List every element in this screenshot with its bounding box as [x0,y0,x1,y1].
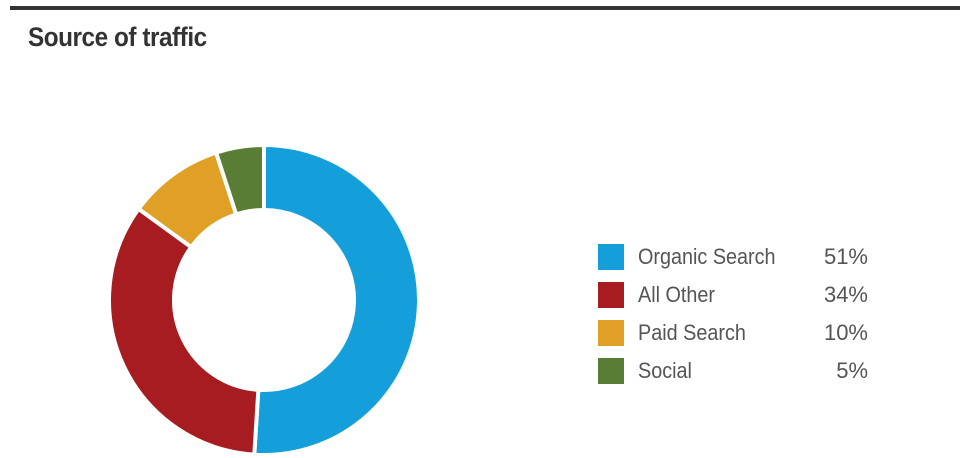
slice-organic-search [252,142,421,457]
legend-value: 51% [823,244,868,269]
legend-swatch [598,358,624,384]
legend-swatch [598,244,624,270]
legend-item: Social 5% [598,352,868,390]
top-rule [10,6,960,10]
chart-title: Source of traffic [28,22,207,52]
legend-swatch [598,282,624,308]
legend-value: 34% [823,282,868,307]
legend-item: Paid Search 10% [598,314,868,352]
slice-social [213,142,266,217]
legend: Organic Search 51% All Other 34% Paid Se… [598,238,868,390]
legend-value: 10% [823,320,868,345]
legend-item: All Other 34% [598,276,868,314]
legend-swatch [598,320,624,346]
legend-item: Organic Search 51% [598,238,868,276]
legend-label: All Other [638,282,716,307]
slice-all-other [107,206,261,457]
legend-label: Social [638,358,692,383]
legend-label: Paid Search [638,320,746,345]
legend-label: Organic Search [638,244,776,269]
legend-value: 5% [836,358,868,383]
